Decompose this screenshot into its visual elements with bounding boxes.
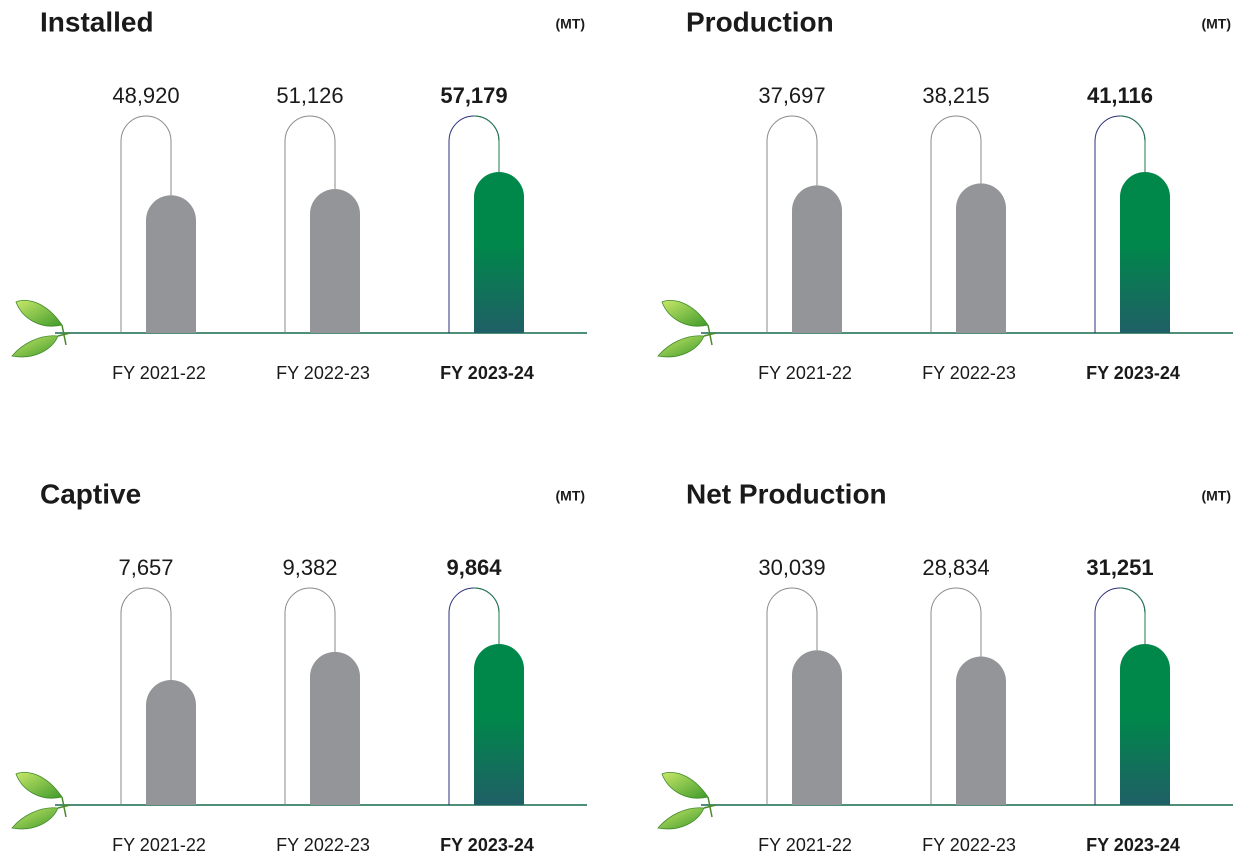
chart-panel: Production (MT) 37,697 FY 2021-22 38,215 FY 2…: [657, 6, 1233, 383]
bar: [474, 172, 524, 333]
value-label: 9,864: [446, 555, 502, 580]
chart-panel: Net Production (MT) 30,039 FY 2021-22 28,834…: [657, 478, 1233, 855]
bar: [474, 644, 524, 805]
chart-title: Production: [686, 6, 834, 37]
value-label: 38,215: [922, 83, 989, 108]
chart-title: Installed: [40, 6, 154, 37]
value-label: 41,116: [1087, 83, 1153, 108]
bar: [146, 680, 196, 805]
bar-outline: [120, 115, 172, 333]
leaf: [661, 299, 709, 327]
chart-title: Captive: [40, 478, 141, 509]
category-label: FY 2023-24: [1086, 835, 1180, 855]
bar: [956, 183, 1006, 333]
leaf: [15, 299, 63, 327]
bar: [146, 195, 196, 333]
stem: [57, 796, 71, 818]
leaf: [657, 807, 705, 830]
bar-outline-accent: [1119, 587, 1146, 644]
category-label: FY 2022-23: [922, 835, 1016, 855]
value-label: 31,251: [1086, 555, 1153, 580]
bar-outline-accent: [1119, 115, 1146, 172]
chart-panel: Captive (MT) 7,657 FY 2021-22 9,382 FY 2022-2…: [11, 478, 587, 855]
category-label: FY 2023-24: [440, 363, 534, 383]
leaf: [15, 771, 63, 799]
leaf: [657, 335, 705, 358]
category-label: FY 2023-24: [440, 835, 534, 855]
bar-outline: [930, 115, 982, 333]
bar: [792, 650, 842, 805]
bar-outline: [120, 587, 172, 805]
category-label: FY 2021-22: [758, 835, 852, 855]
leaf: [11, 807, 59, 830]
value-label: 9,382: [282, 555, 337, 580]
bar-outline: [766, 115, 818, 333]
bar: [310, 651, 360, 805]
bar: [310, 189, 360, 333]
stem: [703, 324, 717, 346]
category-label: FY 2022-23: [922, 363, 1016, 383]
category-label: FY 2022-23: [276, 363, 370, 383]
bar-outline-accent: [473, 587, 500, 644]
bar: [956, 656, 1006, 805]
value-label: 37,697: [758, 83, 825, 108]
stem: [703, 796, 717, 818]
stem: [57, 324, 71, 346]
bar-outline: [766, 587, 818, 805]
bar-outline-accent: [473, 115, 500, 172]
category-label: FY 2023-24: [1086, 363, 1180, 383]
category-label: FY 2021-22: [758, 363, 852, 383]
category-label: FY 2021-22: [112, 835, 206, 855]
value-label: 30,039: [758, 555, 825, 580]
bar-outline: [284, 587, 336, 805]
unit-label: (MT): [555, 16, 585, 32]
unit-label: (MT): [1201, 16, 1231, 32]
bar: [792, 185, 842, 333]
chart-panel: Installed (MT) 48,920 FY 2021-22 51,126 FY 20…: [11, 6, 587, 383]
value-label: 48,920: [112, 83, 179, 108]
leaf: [661, 771, 709, 799]
bar-outline: [284, 115, 336, 333]
value-label: 7,657: [118, 555, 173, 580]
unit-label: (MT): [1201, 488, 1231, 504]
unit-label: (MT): [555, 488, 585, 504]
bar: [1120, 644, 1170, 805]
bar: [1120, 172, 1170, 333]
leaf: [11, 335, 59, 358]
bar-outline: [930, 587, 982, 805]
category-label: FY 2022-23: [276, 835, 370, 855]
category-label: FY 2021-22: [112, 363, 206, 383]
value-label: 51,126: [276, 83, 343, 108]
chart-title: Net Production: [686, 478, 887, 509]
value-label: 57,179: [440, 83, 507, 108]
value-label: 28,834: [922, 555, 989, 580]
